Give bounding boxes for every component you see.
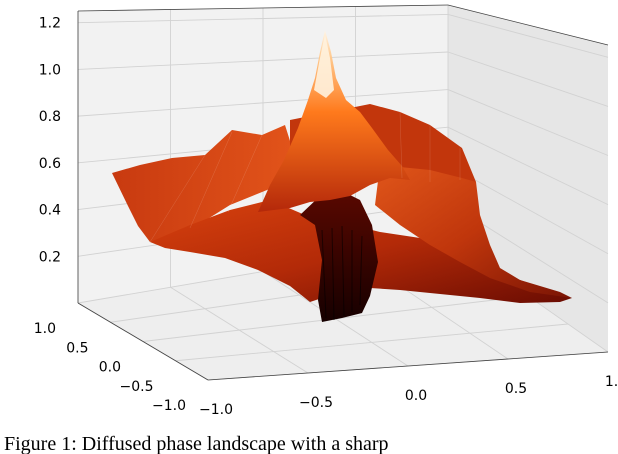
trough-streaks [321, 225, 363, 321]
y-tick-label: 0.5 [66, 340, 88, 356]
surface-deep-trough [300, 190, 378, 322]
surface-mesh-texture [149, 111, 461, 243]
axis-box-lines [77, 4, 609, 381]
z-tick-label: 0.4 [39, 203, 61, 219]
grid-line [447, 89, 609, 156]
x-tick-label: 0.0 [405, 388, 427, 404]
x-tick-label: −1.0 [199, 402, 233, 418]
y-tick-label: 0.0 [99, 360, 121, 376]
axis-tick-labels: −1.0 −0.5 0.0 0.5 1.0 −1.0 −0.5 0.0 0.5 1.0 0.2 0.4… [34, 16, 618, 418]
x-tick-label: 0.5 [505, 381, 527, 397]
z-tick-label: 1.2 [39, 16, 61, 32]
z-tick-label: 0.8 [39, 109, 61, 125]
grid-line [447, 51, 609, 107]
x-tick-label: −0.5 [299, 395, 333, 411]
grid-line [77, 51, 449, 70]
figure-caption: Figure 1: Diffused phase landscape with … [4, 433, 389, 454]
y-tick-label: −0.5 [120, 379, 154, 395]
surface-peak-ridge-highlight [314, 34, 334, 98]
grid-line [77, 89, 449, 117]
grid-line [447, 126, 609, 206]
surface [112, 30, 572, 322]
x-tick-label: 1.0 [605, 374, 618, 390]
z-tick-label: 0.2 [39, 249, 61, 265]
surface-right-slope [375, 165, 572, 298]
surface-central-peak [258, 30, 410, 212]
grid-line [77, 13, 449, 24]
z-tick-label: 0.6 [39, 156, 61, 172]
y-tick-label: 1.0 [34, 321, 56, 337]
z-tick-label: 1.0 [39, 62, 61, 78]
grid-line [447, 13, 609, 58]
y-tick-label: −1.0 [152, 398, 186, 414]
grid-line [175, 323, 569, 362]
surface-left-plateau [112, 125, 296, 242]
